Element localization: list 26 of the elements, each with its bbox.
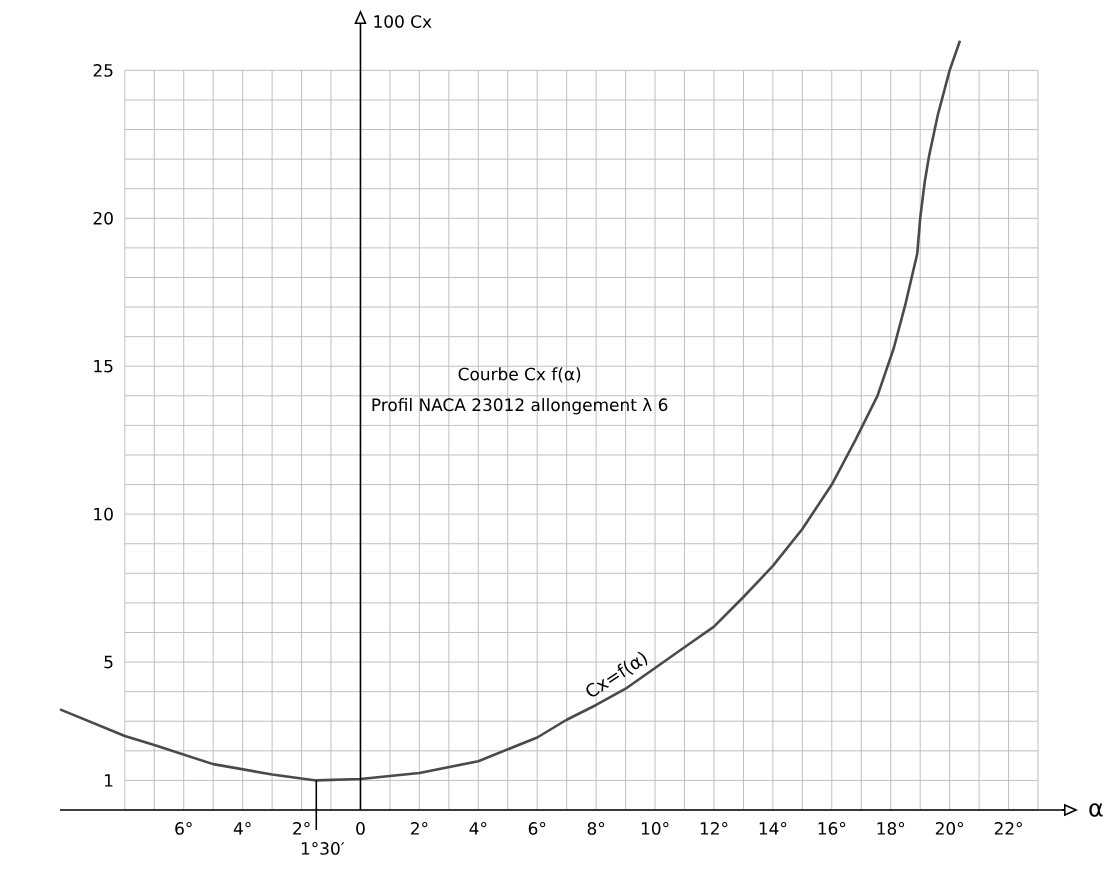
text: Profil NACA 23012 allongement λ 6 [372, 398, 668, 415]
x-tick-label: 6° [175, 822, 192, 835]
x-tick-label: 20° [935, 822, 964, 835]
x-tick-label: 6° [528, 822, 546, 835]
y-tick-label: 25 [93, 63, 113, 77]
y-tick-label: 10 [94, 507, 113, 521]
y-tick-label: 1 [105, 774, 113, 787]
y-tick-label: 5 [104, 655, 113, 669]
x-axis-title: α [1089, 803, 1103, 817]
annotation: 1°30′ [301, 842, 345, 855]
x-tick-label: 4° [469, 822, 487, 835]
y-axis-title: 100 Cx [374, 15, 432, 28]
x-tick-label: 12° [700, 822, 728, 835]
x-tick-label: 18° [877, 822, 905, 835]
x-tick-label: 2° [293, 822, 310, 835]
x-tick-label: 16° [818, 822, 846, 835]
x-tick-label: 14° [759, 822, 787, 835]
text: Courbe Cx f(α) [458, 367, 581, 383]
x-tick-label: 10° [641, 822, 669, 835]
x-tick-label: 22° [994, 822, 1022, 835]
x-tick-label: 0 [356, 822, 365, 835]
y-tick-label: 20 [93, 211, 113, 225]
x-tick-label: 2° [411, 822, 428, 835]
y-tick-label: 15 [94, 359, 113, 373]
x-tick-label: 4° [233, 822, 251, 835]
x-tick-label: 8° [587, 822, 605, 835]
